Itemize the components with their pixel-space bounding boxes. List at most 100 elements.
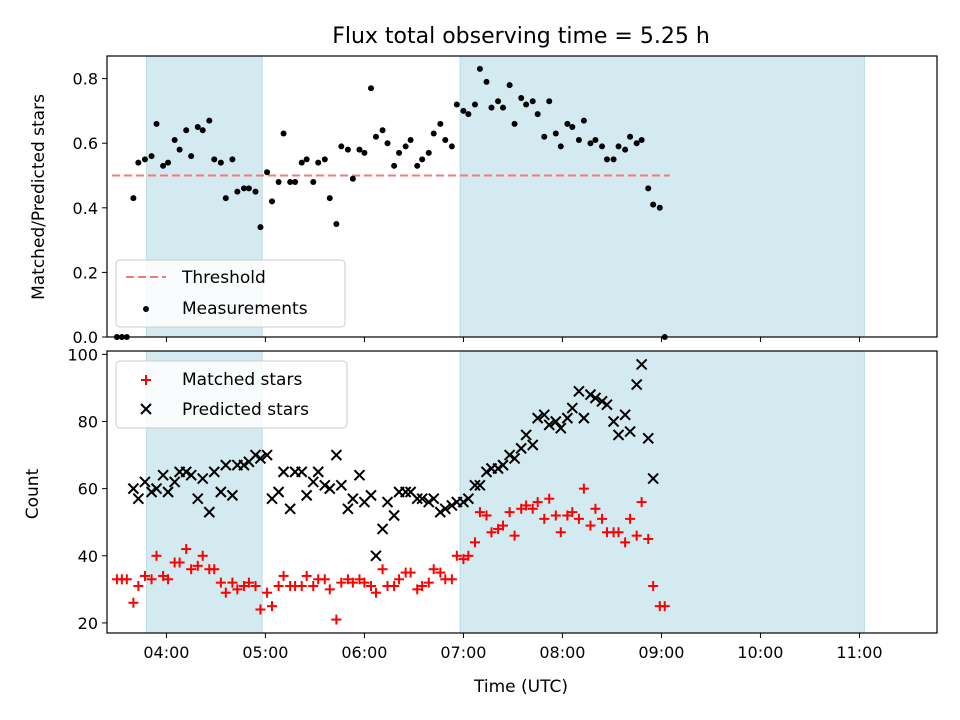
x-b: [330, 449, 343, 461]
y-tick-label: 0.8: [73, 70, 98, 89]
predicted-star-point: [474, 479, 486, 491]
predicted-star-point: [566, 402, 579, 414]
predicted-star-point: [168, 476, 181, 488]
x-b: [277, 466, 290, 478]
matched-star-point: [243, 577, 254, 588]
measurement-point: [303, 156, 310, 163]
y-tick-label: 60: [78, 480, 98, 499]
measurement-point: [211, 156, 218, 163]
x-b: [635, 358, 648, 371]
measurement-point: [407, 136, 414, 143]
legend-measurements-swatch: [143, 306, 149, 312]
x-tick-label: 09:00: [638, 643, 684, 662]
measurement-point: [546, 98, 553, 105]
legend-measurements-label: Measurements: [182, 299, 308, 319]
measurement-point: [448, 143, 455, 150]
measurement-point: [148, 153, 155, 160]
x-b: [226, 489, 239, 502]
matched-star-point: [174, 557, 185, 568]
measurement-point: [257, 224, 264, 231]
matched-star-point: [550, 510, 561, 521]
matched-star-point: [405, 567, 416, 578]
predicted-star-point: [399, 486, 412, 498]
measurement-point: [280, 130, 287, 137]
predicted-star-point: [365, 489, 377, 502]
x-b: [249, 449, 262, 461]
measurement-point: [460, 107, 467, 114]
x-b: [196, 472, 209, 485]
matched-star-point: [301, 570, 312, 581]
x-b: [215, 486, 227, 498]
measurement-point: [557, 143, 564, 150]
x-b: [353, 469, 366, 481]
matched-star-point: [423, 577, 434, 588]
matched-star-point: [347, 577, 358, 588]
matched-star-point: [643, 534, 654, 544]
x-b: [566, 402, 579, 414]
predicted-star-point: [220, 459, 232, 471]
predicted-star-point: [411, 493, 423, 505]
legend-threshold-label: Threshold: [181, 268, 266, 288]
measurement-point: [344, 146, 351, 153]
predicted-star-point: [439, 503, 451, 515]
y-tick-label: 100: [67, 345, 98, 364]
matched-star-point: [232, 584, 243, 595]
matched-star-point: [151, 550, 162, 561]
x-b: [578, 412, 590, 424]
x-b: [492, 462, 504, 475]
x-b: [145, 486, 158, 498]
predicted-star-point: [127, 482, 140, 495]
matched-star-point: [555, 527, 566, 538]
matched-star-point: [474, 507, 485, 518]
x-b: [261, 449, 273, 461]
matched-star-point: [250, 581, 261, 591]
measurement-point: [541, 133, 548, 140]
measurement-point: [465, 111, 472, 118]
predicted-star-point: [446, 499, 458, 512]
x-b: [457, 496, 470, 508]
x-b: [376, 523, 389, 535]
x-b: [550, 415, 562, 428]
matched-star-point: [133, 581, 144, 591]
predicted-star-point: [284, 503, 296, 515]
x-tick-label: 10:00: [737, 643, 783, 662]
predicted-star-point: [589, 392, 602, 404]
matched-star-point: [197, 550, 208, 561]
x-b: [612, 429, 625, 441]
measurement-point: [580, 117, 587, 124]
matched-star-point: [585, 520, 596, 531]
measurement-point: [599, 143, 606, 150]
measurement-point: [275, 178, 282, 185]
x-b: [520, 429, 532, 441]
measurement-point: [622, 146, 629, 153]
matched-star-point: [319, 574, 330, 585]
top-axes-frame: [106, 55, 938, 338]
predicted-star-point: [185, 469, 197, 481]
measurement-point: [171, 136, 178, 143]
predicted-star-point: [619, 409, 631, 421]
matched-star-point: [613, 527, 624, 538]
measurement-point: [252, 188, 259, 195]
matched-star-point: [389, 581, 400, 591]
measurement-point: [165, 159, 172, 166]
x-b: [508, 452, 521, 465]
predicted-star-point: [520, 429, 532, 441]
x-b: [584, 388, 597, 401]
matched-star-point: [521, 500, 532, 511]
predicted-star-point: [132, 493, 145, 505]
matched-star-point: [486, 527, 497, 538]
measurement-point: [194, 124, 201, 131]
x-b: [399, 486, 412, 498]
measurement-point: [199, 127, 206, 134]
x-b: [220, 459, 232, 471]
predicted-star-point: [538, 409, 550, 421]
x-b: [416, 493, 428, 505]
predicted-star-point: [196, 472, 209, 485]
x-tick-label: 04:00: [143, 643, 189, 662]
x-b: [254, 452, 267, 465]
predicted-star-point: [347, 493, 359, 505]
predicted-star-point: [307, 476, 319, 488]
x-b: [370, 550, 382, 562]
x-b: [132, 493, 145, 505]
